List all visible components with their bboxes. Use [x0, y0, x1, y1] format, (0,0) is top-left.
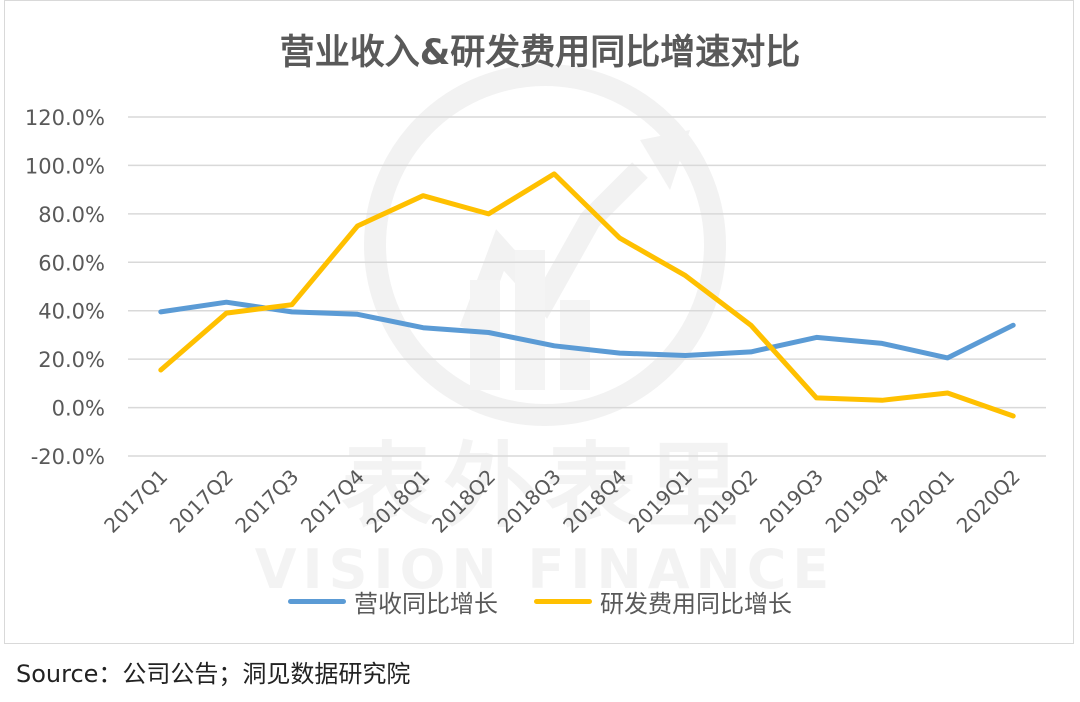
x-tick-label: 2018Q4 — [558, 465, 631, 538]
y-tick-label: -20.0% — [31, 445, 105, 469]
source-note: Source：公司公告；洞见数据研究院 — [16, 660, 411, 688]
legend-swatch-revenue — [288, 599, 346, 604]
y-tick-label: 40.0% — [38, 300, 105, 324]
x-tick-label: 2020Q1 — [886, 465, 959, 538]
legend-label-rd: 研发费用同比增长 — [600, 590, 792, 618]
legend-label-revenue: 营收同比增长 — [354, 590, 498, 618]
x-tick-label: 2019Q4 — [821, 465, 894, 538]
series-line-rd — [158, 171, 1016, 419]
x-tick-label: 2017Q2 — [165, 465, 238, 538]
x-tick-label: 2018Q1 — [362, 465, 435, 538]
x-tick-label: 2018Q3 — [493, 465, 566, 538]
y-tick-label: 20.0% — [38, 348, 105, 372]
watermark-cn: 表外表里 — [341, 433, 749, 540]
chart-title: 营业收入&研发费用同比增速对比 — [279, 33, 801, 73]
x-tick-label: 2018Q2 — [427, 465, 500, 538]
chart-legend: 营收同比增长 研发费用同比增长 — [0, 584, 1080, 619]
y-tick-label: 80.0% — [38, 203, 105, 227]
legend-item-rd: 研发费用同比增长 — [534, 584, 792, 619]
watermark-en: VISION FINANCE — [255, 538, 835, 601]
x-tick-label: 2020Q2 — [952, 465, 1025, 538]
x-tick-label: 2019Q3 — [755, 465, 828, 538]
series-line-revenue — [158, 299, 1016, 361]
y-tick-label: 120.0% — [25, 106, 105, 130]
x-tick-label: 2019Q1 — [624, 465, 697, 538]
x-tick-label: 2017Q4 — [296, 465, 369, 538]
legend-swatch-rd — [534, 599, 592, 604]
x-tick-label: 2017Q3 — [230, 465, 303, 538]
x-tick-label: 2017Q1 — [99, 465, 172, 538]
x-tick-label: 2019Q2 — [689, 465, 762, 538]
y-tick-label: 60.0% — [38, 251, 105, 275]
y-tick-label: 100.0% — [25, 154, 105, 178]
y-tick-label: 0.0% — [52, 397, 105, 421]
legend-item-revenue: 营收同比增长 — [288, 584, 498, 619]
